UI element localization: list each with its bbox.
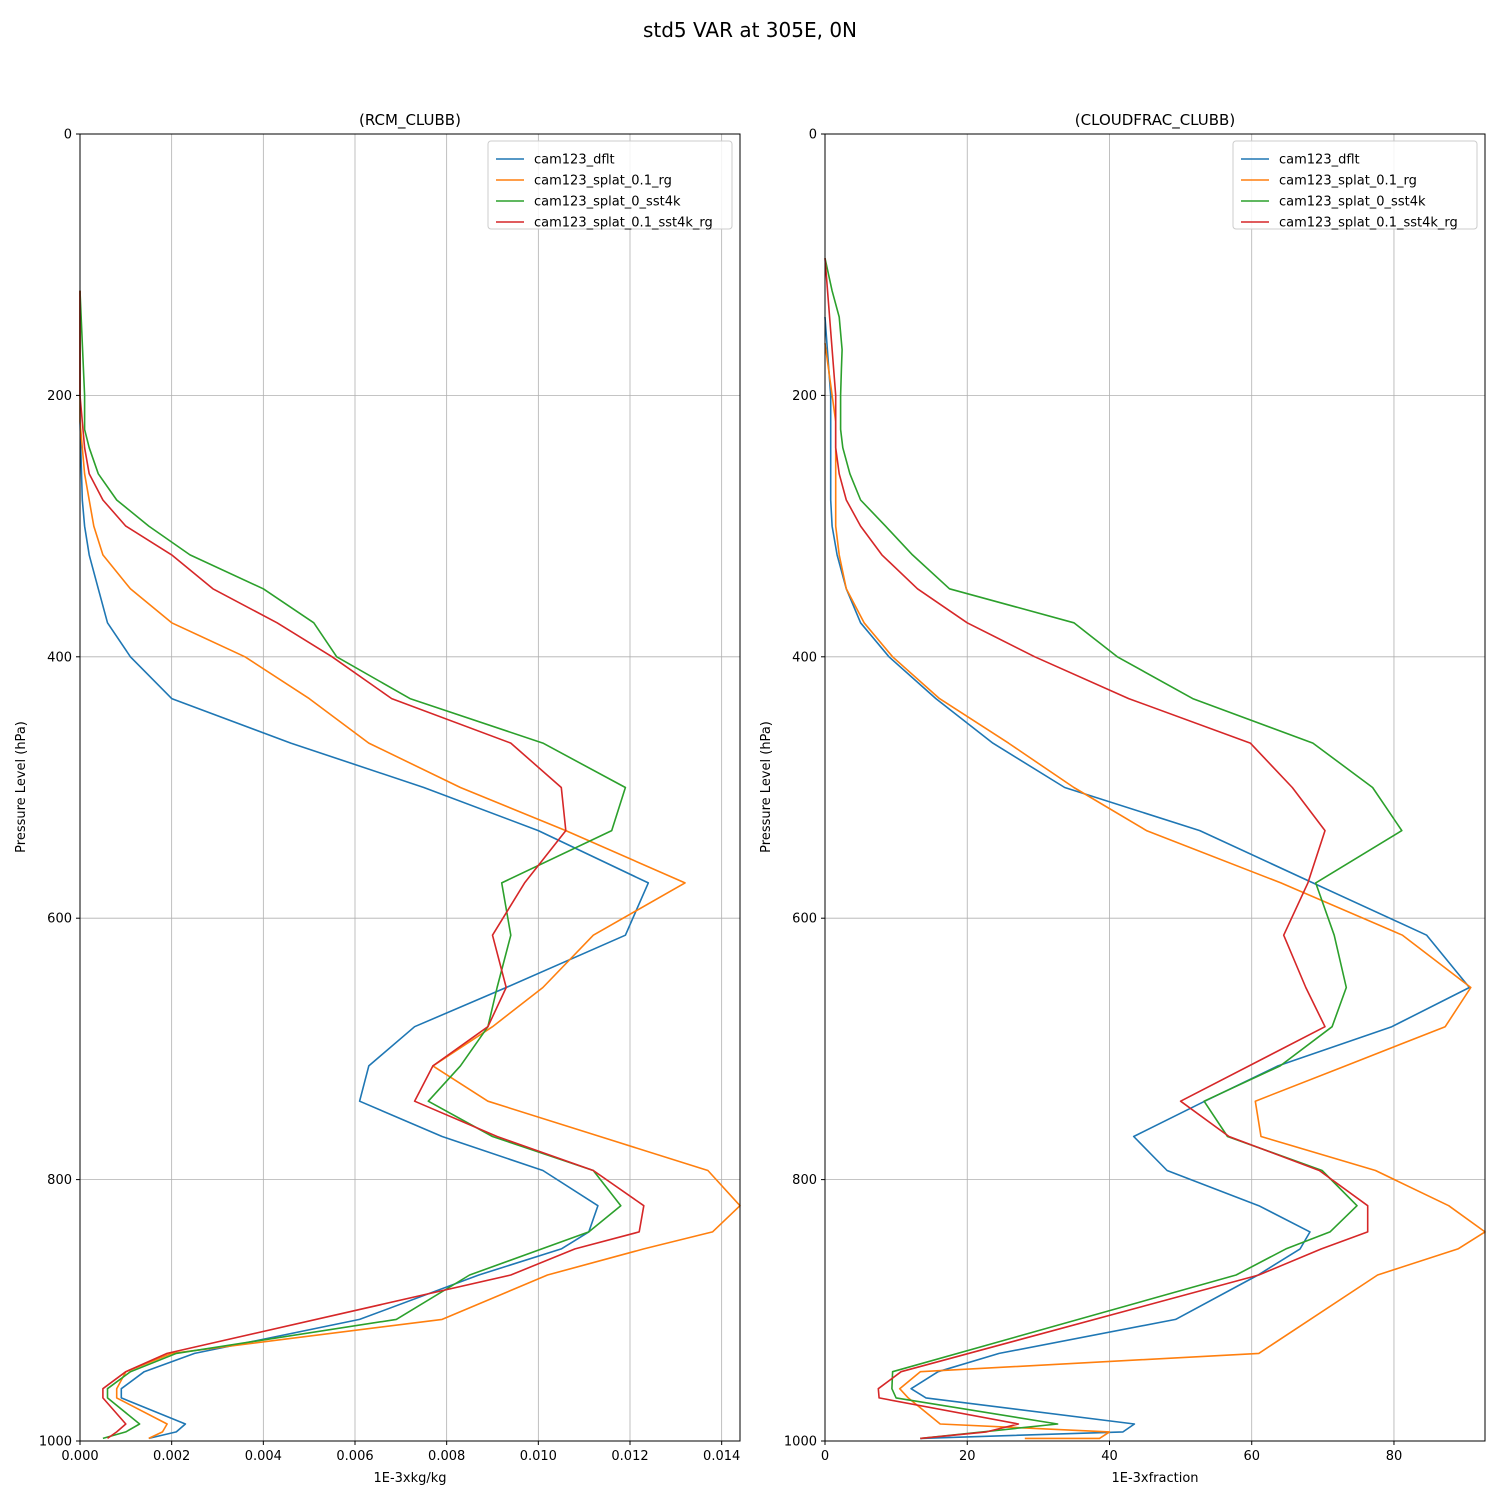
y-tick-label: 400 (792, 650, 817, 665)
legend-label: cam123_splat_0.1_sst4k_rg (1279, 216, 1458, 231)
y-axis-label: Pressure Level (hPa) (14, 721, 29, 853)
series-line-cam123_splat_0_sst4k (79, 290, 627, 1440)
series-line-cam123_splat_0.1_sst4k_rg (79, 290, 645, 1440)
legend: cam123_dflt cam123_splat_0.1_rg cam123_spl… (487, 140, 733, 231)
y-tick-label: 600 (792, 912, 817, 927)
x-axis-label: 1E-3xkg/kg (373, 1471, 446, 1486)
series-lines (79, 290, 741, 1440)
figure-title: std5 VAR at 305E, 0N (643, 18, 857, 42)
y-tick-label: 0 (809, 128, 817, 143)
legend-label: cam123_dflt (1279, 153, 1360, 168)
x-tick-label: 0 (821, 1449, 829, 1464)
panel-title: (RCM_CLUBB) (359, 111, 461, 130)
legend: cam123_dflt cam123_splat_0.1_rg cam123_spl… (1232, 140, 1478, 231)
series-line-cam123_splat_0_sst4k (824, 258, 1403, 1440)
x-tick-label: 0.014 (703, 1449, 740, 1464)
legend-label: cam123_splat_0.1_rg (1279, 174, 1417, 189)
y-tick-label: 600 (47, 912, 72, 927)
panel-title: (CLOUDFRAC_CLUBB) (1075, 111, 1235, 130)
x-tick-label: 60 (1243, 1449, 1260, 1464)
x-tick-label: 0.010 (520, 1449, 557, 1464)
y-tick-label: 1000 (39, 1435, 72, 1450)
x-tick-label: 0.000 (61, 1449, 98, 1464)
series-line-cam123_splat_0.1_sst4k_rg (824, 258, 1369, 1440)
y-axis-label: Pressure Level (hPa) (759, 721, 774, 853)
y-tick-label: 1000 (784, 1435, 817, 1450)
x-tick-label: 40 (1101, 1449, 1118, 1464)
x-axis-label: 1E-3xfraction (1111, 1471, 1198, 1486)
series-line-cam123_dflt (79, 290, 650, 1440)
legend-label: cam123_dflt (534, 153, 615, 168)
legend-label: cam123_splat_0_sst4k (1279, 195, 1426, 210)
legend-label: cam123_splat_0.1_sst4k_rg (534, 216, 713, 231)
series-lines (824, 258, 1486, 1440)
panel-rcm-clubb: (RCM_CLUBB) 1E-3xkg/kg Pressure Level (h… (14, 111, 741, 1486)
series-line-cam123_dflt (824, 316, 1471, 1440)
y-tick-label: 0 (64, 128, 72, 143)
legend-box (487, 140, 733, 230)
x-tick-label: 80 (1386, 1449, 1403, 1464)
y-tick-label: 200 (47, 389, 72, 404)
panel-cloudfrac-clubb: (CLOUDFRAC_CLUBB) 1E-3xfraction Pressure… (759, 111, 1486, 1486)
x-tick-label: 0.012 (611, 1449, 648, 1464)
x-tick-label: 20 (959, 1449, 976, 1464)
legend-box (1232, 140, 1478, 230)
y-tick-label: 200 (792, 389, 817, 404)
x-tick-label: 0.008 (428, 1449, 465, 1464)
x-tick-label: 0.002 (153, 1449, 190, 1464)
x-tick-label: 0.006 (336, 1449, 373, 1464)
axes-frame (824, 133, 1486, 1442)
x-tick-label: 0.004 (245, 1449, 282, 1464)
series-line-cam123_splat_0.1_rg (824, 342, 1486, 1440)
y-tick-label: 400 (47, 650, 72, 665)
y-tick-label: 800 (792, 1173, 817, 1188)
axes-frame (79, 133, 741, 1442)
y-tick-label: 800 (47, 1173, 72, 1188)
legend-label: cam123_splat_0.1_rg (534, 174, 672, 189)
legend-label: cam123_splat_0_sst4k (534, 195, 681, 210)
